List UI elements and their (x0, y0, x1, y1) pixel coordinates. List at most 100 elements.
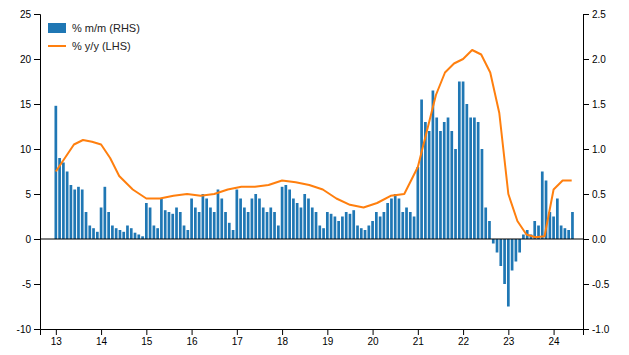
bar (292, 199, 295, 240)
bar (171, 214, 174, 239)
bar (334, 217, 337, 240)
bar (281, 187, 284, 239)
bar (277, 226, 280, 240)
tick-label: -0.5 (592, 279, 610, 290)
tick: 20 (368, 329, 380, 347)
tick-label: 15 (141, 336, 153, 347)
tick-label: 22 (458, 336, 470, 347)
bar (515, 239, 518, 262)
bar (450, 131, 453, 239)
bar (307, 199, 310, 240)
bar (77, 187, 80, 239)
bar (484, 208, 487, 240)
bar (405, 208, 408, 240)
legend-entry: % m/m (RHS) (48, 22, 140, 34)
tick-mark (34, 194, 40, 195)
bar (266, 212, 269, 239)
tick: -10 (17, 324, 40, 335)
tick: -0.5 (583, 279, 610, 290)
bar (54, 106, 57, 239)
bar (149, 208, 152, 240)
tick-mark (554, 329, 555, 335)
bar (469, 118, 472, 240)
bar (394, 194, 397, 239)
bar (315, 212, 318, 239)
tick-mark (282, 329, 283, 335)
bar (66, 172, 69, 240)
bar (300, 208, 303, 240)
bar (518, 239, 521, 253)
tick-label: 19 (322, 336, 334, 347)
bar (330, 214, 333, 239)
chart: 131415161718192021222324-10-50510152025-… (0, 0, 629, 355)
tick-mark (373, 329, 374, 335)
bar (119, 230, 122, 239)
bar (409, 212, 412, 239)
bar (202, 194, 205, 239)
bar (183, 226, 186, 240)
bar (458, 82, 461, 240)
bar (318, 226, 321, 240)
tick-label: 5 (25, 189, 31, 200)
bar (239, 199, 242, 240)
tick: 20 (20, 54, 40, 65)
tick: 16 (187, 329, 199, 347)
bar (190, 199, 193, 240)
bar (560, 226, 563, 240)
bar (481, 149, 484, 239)
tick-label: 14 (96, 336, 108, 347)
bar (168, 212, 171, 239)
tick-mark (34, 284, 40, 285)
bar (352, 210, 355, 239)
tick-label: 16 (187, 336, 199, 347)
bar (284, 185, 287, 239)
tick-label: 1.5 (592, 99, 606, 110)
bar (145, 203, 148, 239)
bar (134, 233, 137, 239)
tick-mark (56, 329, 57, 335)
y-axis: -10-50510152025 (17, 9, 41, 335)
tick: 15 (141, 329, 153, 347)
bar (228, 223, 231, 239)
bar (179, 212, 182, 239)
tick-mark (583, 329, 589, 330)
bar (507, 239, 510, 307)
tick-mark (34, 329, 40, 330)
tick-mark (34, 239, 40, 240)
tick: 15 (20, 99, 40, 110)
bar (232, 230, 235, 239)
tick-label: 23 (503, 336, 515, 347)
bar (488, 221, 491, 239)
bar (522, 235, 525, 240)
tick-label: 20 (20, 54, 32, 65)
tick: 23 (503, 329, 515, 347)
tick: 1.0 (583, 144, 606, 155)
bar (420, 100, 423, 240)
bar (571, 212, 574, 239)
bar (254, 194, 257, 239)
bar (235, 190, 238, 240)
bar (130, 228, 133, 239)
bar (85, 212, 88, 239)
tick: 19 (322, 329, 334, 347)
bar (511, 239, 514, 271)
tick-label: 17 (232, 336, 244, 347)
bar (115, 228, 118, 239)
bar (383, 212, 386, 239)
bar (552, 217, 555, 240)
bar (58, 158, 61, 239)
bar (194, 208, 197, 240)
bar (205, 199, 208, 240)
tick-mark (508, 329, 509, 335)
bar (390, 199, 393, 240)
bar (100, 208, 103, 240)
tick: 21 (413, 329, 425, 347)
tick-label: 21 (413, 336, 425, 347)
tick-mark (146, 329, 147, 335)
tick: 25 (20, 9, 40, 20)
bar (345, 212, 348, 239)
bar (556, 199, 559, 240)
bar (137, 235, 140, 240)
bar (220, 199, 223, 240)
tick: 0.5 (583, 189, 606, 200)
